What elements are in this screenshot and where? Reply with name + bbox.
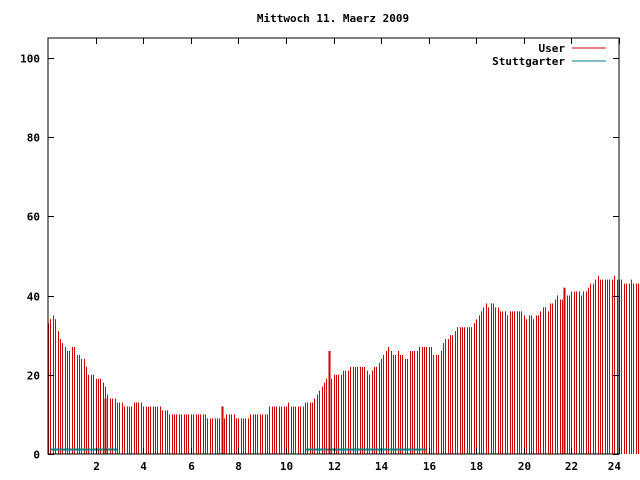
x-tick-label: 2	[93, 460, 100, 473]
x-tick-label: 24	[608, 460, 622, 473]
plot-frame	[47, 37, 620, 455]
x-tick-label: 18	[470, 460, 483, 473]
y-tick-label: 40	[27, 291, 40, 304]
y-tick-label: 20	[27, 370, 40, 383]
chart-title: Mittwoch 11. Maerz 2009	[257, 12, 409, 25]
highlight-bars	[104, 287, 566, 454]
x-tick-label: 20	[518, 460, 531, 473]
x-tick-label: 12	[328, 460, 341, 473]
y-axis: 0 20 40 60 80 100	[20, 53, 619, 462]
x-tick-label: 8	[235, 460, 242, 473]
x-tick-label: 10	[280, 460, 293, 473]
y-tick-label: 0	[33, 449, 40, 462]
x-tick-label: 4	[140, 460, 147, 473]
x-tick-label: 14	[375, 460, 389, 473]
y-tick-label: 80	[27, 132, 40, 145]
legend-label-user: User	[539, 42, 566, 55]
legend-label-stuttgarter: Stuttgarter	[492, 55, 565, 68]
x-tick-label: 16	[423, 460, 437, 473]
x-tick-label: 6	[188, 460, 195, 473]
y-tick-label: 100	[20, 53, 40, 66]
y-tick-label: 60	[27, 211, 40, 224]
x-tick-label: 22	[565, 460, 578, 473]
x-axis: 2 4 6 8 10 12 14 16 18 20 22 24	[93, 38, 621, 473]
legend: User Stuttgarter	[492, 42, 606, 68]
